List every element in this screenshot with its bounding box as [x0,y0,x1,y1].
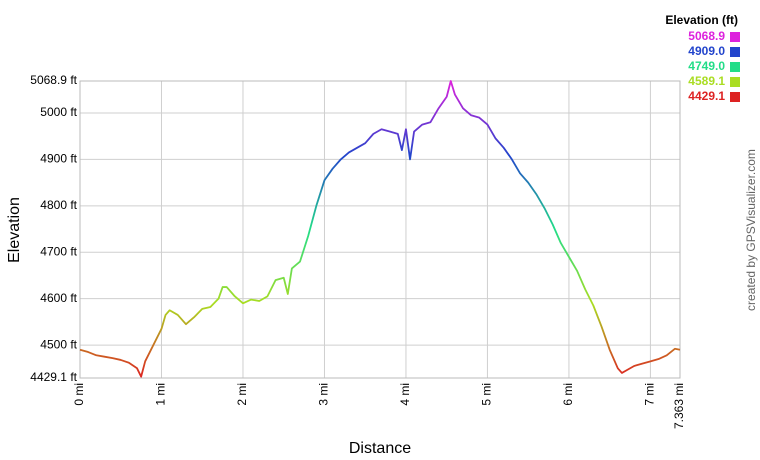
plot-frame [79,80,681,379]
legend-label: 4589.1 [688,74,725,88]
x-tick-label: 6 mi [561,383,575,406]
legend-swatch [730,32,740,42]
x-tick-label: 7 mi [643,383,657,406]
x-axis-label: Distance [349,440,411,457]
y-tick-label: 4700 ft [40,244,77,258]
y-tick-label: 4900 ft [40,152,77,166]
y-tick-label: 4500 ft [40,337,77,351]
x-tick-label: 7.363 mi [672,383,686,429]
legend-swatch [730,47,740,57]
y-axis-label: Elevation [6,197,23,263]
credit: created by GPSVisualizer.com [744,149,758,311]
legend-label: 4749.0 [688,59,725,73]
legend-label: 4909.0 [688,44,725,58]
y-tick-label: 5000 ft [40,105,77,119]
legend-title: Elevation (ft) [665,13,738,27]
y-tick-label: 4600 ft [40,291,77,305]
legend-swatch [730,92,740,102]
x-tick-label: 5 mi [480,383,494,406]
legend-swatch [730,62,740,72]
x-tick-label: 4 mi [398,383,412,406]
legend-swatch [730,77,740,87]
y-tick-label: 4429.1 ft [30,370,77,384]
legend-label: 5068.9 [688,29,725,43]
x-tick-label: 0 mi [72,383,86,406]
x-tick-label: 2 mi [235,383,249,406]
y-tick-label: 4800 ft [40,198,77,212]
elevation-line [79,80,681,378]
x-tick-label: 3 mi [317,383,331,406]
x-tick-label: 1 mi [154,383,168,406]
y-tick-label: 5068.9 ft [30,73,77,87]
legend-label: 4429.1 [688,89,725,103]
